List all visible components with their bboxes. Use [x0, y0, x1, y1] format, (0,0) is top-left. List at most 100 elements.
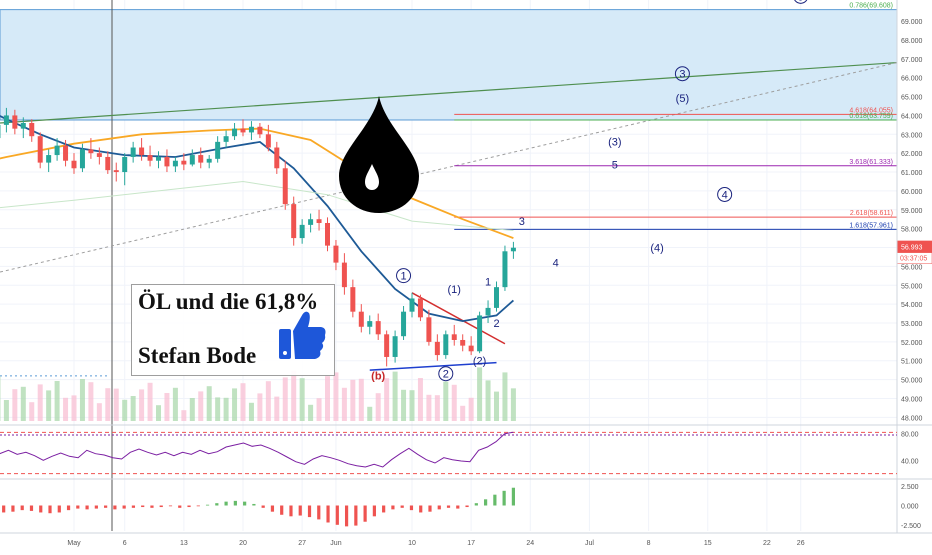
macd-bar: [58, 506, 61, 513]
volume-bar: [164, 393, 169, 421]
x-tick-label: 15: [704, 540, 712, 547]
volume-bar: [266, 381, 271, 421]
x-tick-label: 20: [239, 540, 247, 547]
candle-body: [418, 298, 423, 317]
candle-body: [241, 129, 246, 133]
price-tick-label: 51.000: [901, 359, 923, 366]
volume-bar: [249, 403, 254, 421]
candle-body: [224, 136, 229, 142]
price-tick-label: 54.000: [901, 302, 923, 309]
candle-body: [317, 219, 322, 223]
volume-bar: [131, 396, 136, 421]
candle-body: [376, 321, 381, 334]
volume-bar: [317, 398, 322, 421]
volume-bar: [114, 389, 119, 421]
volume-bar: [300, 378, 305, 421]
volume-bar: [72, 395, 77, 421]
volume-bar: [393, 372, 398, 421]
candle-body: [198, 155, 203, 163]
price-tick-label: 60.000: [901, 189, 923, 196]
candle-body: [393, 336, 398, 357]
volume-bar: [494, 392, 499, 421]
volume-bar: [12, 389, 17, 421]
macd-bar: [382, 506, 385, 513]
fib-level-label: 0.618(63.759): [849, 113, 893, 120]
wave-label: 4: [553, 257, 559, 269]
macd-bar: [76, 506, 79, 509]
price-tick-label: 66.000: [901, 76, 923, 83]
macd-bar: [197, 506, 200, 507]
price-tick-label: 59.000: [901, 208, 923, 215]
price-tick-label: 65.000: [901, 95, 923, 102]
wave-label: (1): [448, 284, 461, 296]
macd-tick-label: 0.000: [901, 504, 919, 511]
candle-body: [232, 129, 237, 137]
macd-bar: [234, 501, 237, 506]
candle-body: [452, 334, 457, 340]
volume-bar: [215, 397, 220, 421]
macd-bar: [11, 506, 14, 512]
macd-bar: [428, 506, 431, 512]
macd-bar: [95, 506, 98, 509]
macd-bar: [419, 506, 422, 513]
candle-body: [426, 317, 431, 342]
candle-body: [494, 287, 499, 308]
macd-bar: [123, 506, 126, 509]
candle-body: [435, 342, 440, 355]
x-tick-label: 24: [526, 540, 534, 547]
macd-bar: [104, 506, 107, 508]
x-tick-label: May: [67, 540, 81, 547]
candle-body: [257, 127, 262, 135]
x-tick-label: 6: [123, 540, 127, 547]
volume-bar: [333, 372, 338, 421]
volume-bar: [477, 367, 482, 421]
candle-body: [72, 161, 77, 169]
wave-label: 3: [679, 69, 685, 81]
candle-body: [291, 204, 296, 238]
wave-label: (3): [608, 137, 621, 149]
caption-author: Stefan Bode: [138, 343, 256, 369]
volume-bar: [63, 398, 68, 421]
price-tick-label: 67.000: [901, 57, 923, 64]
candle-body: [97, 153, 102, 157]
red-resistance-line: [412, 293, 505, 344]
macd-bar: [373, 506, 376, 517]
volume-bar: [224, 398, 229, 421]
wave-label: 4: [722, 189, 728, 201]
macd-bar: [503, 491, 506, 506]
candle-body: [333, 246, 338, 263]
candle-body: [325, 223, 330, 246]
macd-bar: [160, 506, 163, 508]
candle-body: [139, 148, 144, 156]
candle-body: [114, 170, 119, 172]
candle-body: [29, 123, 34, 136]
volume-bar: [21, 387, 26, 421]
macd-bar: [252, 504, 255, 506]
price-tick-label: 69.000: [901, 19, 923, 26]
volume-bar: [283, 377, 288, 421]
volume-bar: [410, 390, 415, 421]
macd-bar: [391, 506, 394, 510]
macd-bar: [345, 506, 348, 527]
volume-bar: [38, 384, 43, 421]
volume-bar: [4, 400, 9, 421]
macd-bar: [410, 506, 413, 511]
volume-bar: [384, 378, 389, 421]
candle-body: [156, 157, 161, 161]
wave-label: 1: [485, 276, 491, 288]
candle-body: [164, 157, 169, 166]
rsi-line: [0, 432, 513, 467]
volume-bar: [435, 395, 440, 421]
macd-bar: [30, 506, 33, 511]
candle-body: [80, 149, 85, 168]
macd-bar: [289, 506, 292, 517]
candle-body: [511, 248, 516, 252]
last-price-label: 56.993: [901, 245, 923, 252]
candle-body: [21, 123, 26, 129]
macd-bar: [512, 488, 515, 506]
candle-body: [63, 146, 68, 161]
macd-bar: [85, 506, 88, 510]
volume-bar: [350, 380, 355, 421]
